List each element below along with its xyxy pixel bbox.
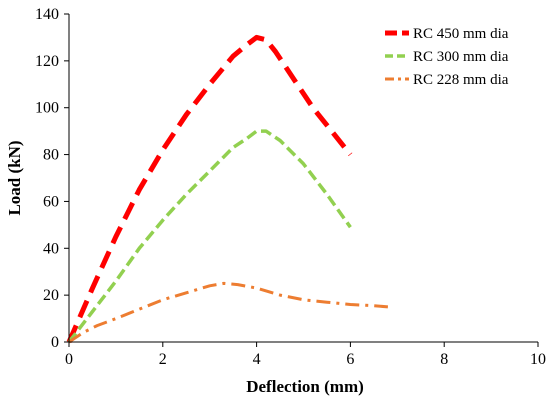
plot-series-group: [66, 34, 389, 344]
x-tick-label: 8: [440, 351, 448, 368]
x-tick-label: 0: [65, 351, 73, 368]
legend-label-1: RC 450 mm dia: [413, 26, 509, 42]
y-tick-label: 40: [43, 240, 59, 257]
y-tick-label: 140: [35, 6, 59, 23]
series-line-1: [66, 34, 353, 343]
legend: RC 450 mm dia RC 300 mm dia RC 228 mm dia: [385, 26, 509, 88]
y-tick-label: 60: [43, 193, 59, 210]
x-tick-label: 2: [159, 351, 167, 368]
y-tick-label: 100: [35, 100, 59, 117]
x-tick-label: 10: [530, 351, 546, 368]
y-tick-label: 0: [51, 334, 59, 351]
y-tick-label: 80: [43, 147, 59, 164]
y-tick-label: 120: [35, 53, 59, 70]
axes-group: [68, 14, 538, 343]
x-axis-title: Deflection (mm): [246, 377, 364, 396]
y-axis-title: Load (kN): [5, 140, 24, 215]
legend-label-3: RC 228 mm dia: [413, 72, 509, 88]
legend-label-2: RC 300 mm dia: [413, 49, 509, 65]
x-tick-label: 4: [253, 351, 261, 368]
series-line-3: [68, 281, 389, 344]
y-tick-label: 20: [43, 287, 59, 304]
series-line-2: [67, 129, 352, 344]
x-tick-label: 6: [346, 351, 354, 368]
